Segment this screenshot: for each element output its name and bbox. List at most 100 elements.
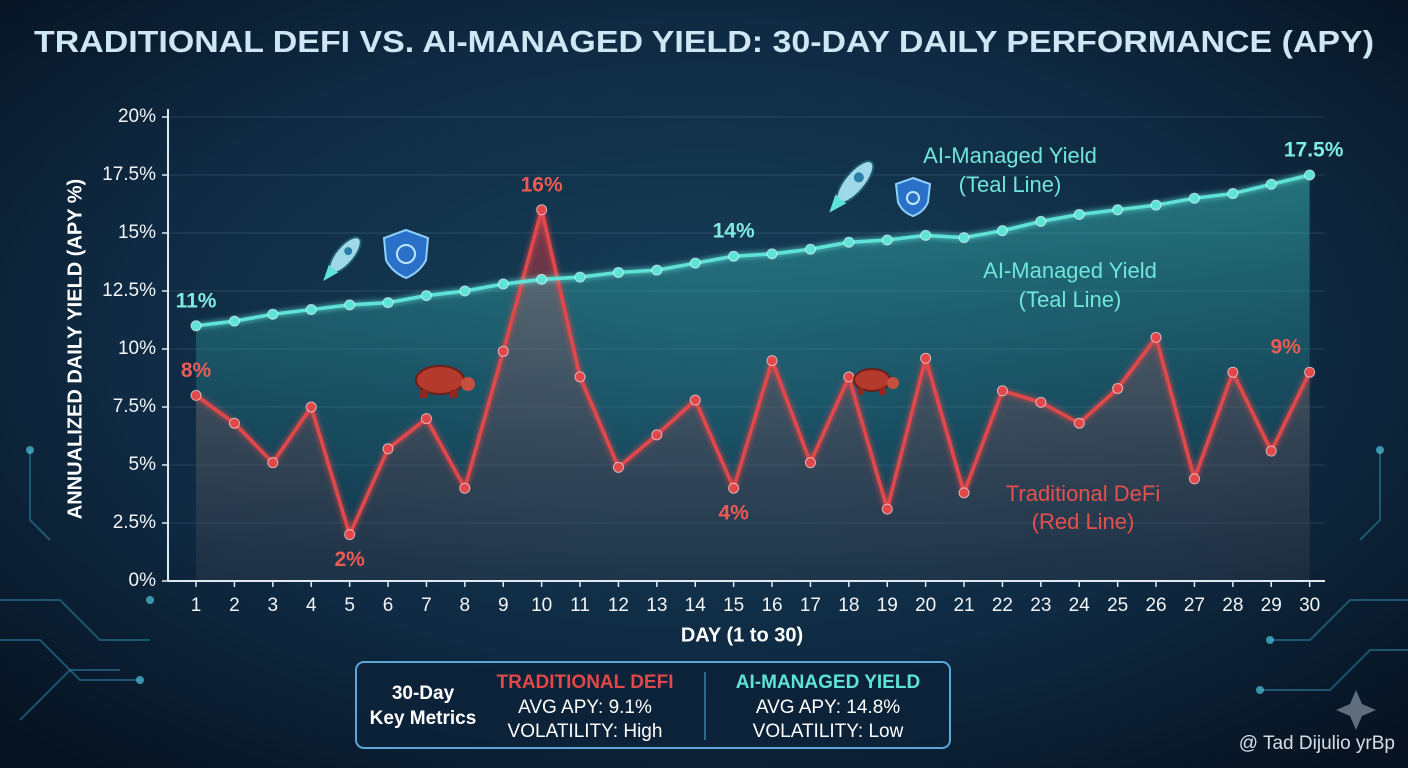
data-point [420,290,432,302]
x-axis-label: DAY (1 to 30) [681,624,803,646]
data-point [1265,178,1277,190]
data-point [843,371,855,383]
data-point [958,487,970,499]
data-point [996,385,1008,397]
x-tick-label: 3 [268,595,279,616]
data-point [881,503,893,515]
x-tick-label: 18 [838,595,859,616]
data-point [1035,396,1047,408]
x-tick-label: 15 [723,595,744,616]
turtle-icon [415,365,475,398]
metrics-column-title: AI-MANAGED YIELD [736,672,920,693]
data-point [1073,208,1085,220]
plot-area: 0%2.5%5%7.5%10%12.5%15%17.5%20%1 2 3 4 5 6 7 8 9… [102,106,1344,616]
data-point [804,457,816,469]
data-point [190,320,202,332]
metrics-line: AVG APY: 9.1% [518,697,652,718]
data-point [305,304,317,316]
data-point [382,297,394,309]
metrics-line: AVG APY: 14.8% [756,697,900,718]
x-tick-label: 7 [421,595,432,616]
sparkle-icon [1336,690,1376,730]
y-tick-label: 12.5% [102,280,156,301]
data-label: 11% [176,289,217,312]
metrics-column-title: TRADITIONAL DEFI [497,672,674,693]
data-point [689,394,701,406]
y-tick-label: 7.5% [113,396,156,417]
data-point [1112,382,1124,394]
data-point [305,401,317,413]
data-label: 17.5% [1284,139,1344,162]
annotation: AI-Managed Yield (Teal Line) AI-Managed … [923,143,1157,312]
turtle-icon [853,368,899,395]
x-tick-label: 22 [992,595,1013,616]
shield-icon [382,228,430,280]
x-tick-label: 6 [383,595,394,616]
annotation-line: AI-Managed Yield [923,143,1097,168]
data-point [881,234,893,246]
circuit-nodes [26,446,1384,694]
shield-icon [894,176,932,218]
annotation-line: (Red Line) [1032,509,1135,534]
data-point [689,257,701,269]
x-tick-label: 23 [1030,595,1051,616]
data-point [1227,188,1239,200]
data-point [1265,445,1277,457]
data-point [1227,366,1239,378]
data-point [459,285,471,297]
data-point [612,266,624,278]
data-point [996,225,1008,237]
metrics-line: VOLATILITY: High [508,721,663,742]
data-point [228,315,240,327]
data-label: 14% [713,220,755,243]
annotation-line: (Teal Line) [1019,287,1122,312]
x-tick-label: 21 [953,595,974,616]
series-line [195,173,1311,328]
x-tick-label: 20 [915,595,936,616]
data-point [728,482,740,494]
x-tick-label: 14 [685,595,707,616]
data-label: 2% [334,548,365,571]
x-tick-label: 27 [1184,595,1205,616]
y-tick-label: 10% [118,338,156,359]
annotation-line: AI-Managed Yield [983,258,1157,283]
data-point [267,308,279,320]
data-point [536,204,548,216]
data-point [1073,417,1085,429]
data-point [651,264,663,276]
y-tick-label: 20% [118,106,156,127]
annotation-line: Traditional DeFi [1006,481,1160,506]
metrics-panel: 30-Day Key Metrics TRADITIONAL DEFI AVG … [355,661,951,749]
data-point [958,232,970,244]
x-tick-label: 1 [191,595,202,616]
x-tick-label: 10 [531,595,552,616]
x-tick-label: 30 [1299,595,1320,616]
data-label: 8% [181,359,212,382]
annotation: Traditional DeFi (Red Line) [1006,481,1160,534]
x-tick-label: 2 [229,595,240,616]
y-tick-label: 17.5% [102,164,156,185]
data-label: 4% [718,502,749,525]
data-point [1304,366,1316,378]
x-tick-label: 8 [460,595,471,616]
data-point [382,443,394,455]
data-point [459,482,471,494]
data-point [1112,204,1124,216]
watermark: @ Tad Dijulio yrBp [1239,733,1395,754]
data-point [612,461,624,473]
rocket-icon [829,160,875,213]
data-point [1304,169,1316,181]
series-line [195,208,1312,537]
x-tick-label: 4 [306,595,317,616]
data-point [344,529,356,541]
y-tick-label: 0% [129,570,157,591]
annotation-line: (Teal Line) [959,172,1062,197]
x-tick-label: 26 [1145,595,1166,616]
data-point [536,273,548,285]
data-point [1150,199,1162,211]
data-point [1035,215,1047,227]
data-point [651,429,663,441]
data-point [766,355,778,367]
metrics-line: VOLATILITY: Low [753,721,904,742]
